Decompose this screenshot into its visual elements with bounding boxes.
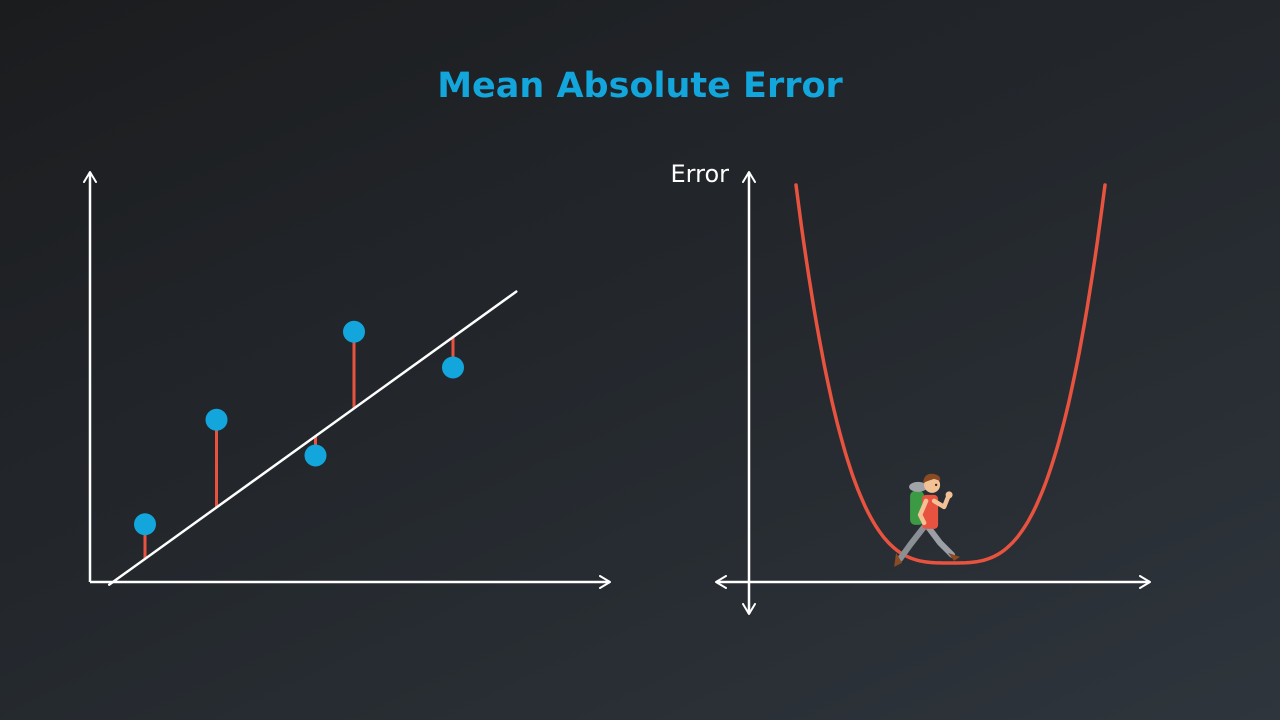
data-point xyxy=(205,408,228,431)
data-point xyxy=(343,320,365,343)
page-title: Mean Absolute Error xyxy=(437,66,843,106)
error-curve xyxy=(794,183,1107,565)
regression-plot xyxy=(83,171,611,589)
error-plot: Error xyxy=(671,160,1151,615)
data-points xyxy=(134,320,464,536)
data-point xyxy=(442,356,464,379)
hiker-with-backpack-icon xyxy=(894,473,961,567)
regression-line xyxy=(108,290,518,586)
data-point xyxy=(304,444,327,467)
error-axis-label: Error xyxy=(671,160,730,188)
data-point xyxy=(134,513,156,536)
